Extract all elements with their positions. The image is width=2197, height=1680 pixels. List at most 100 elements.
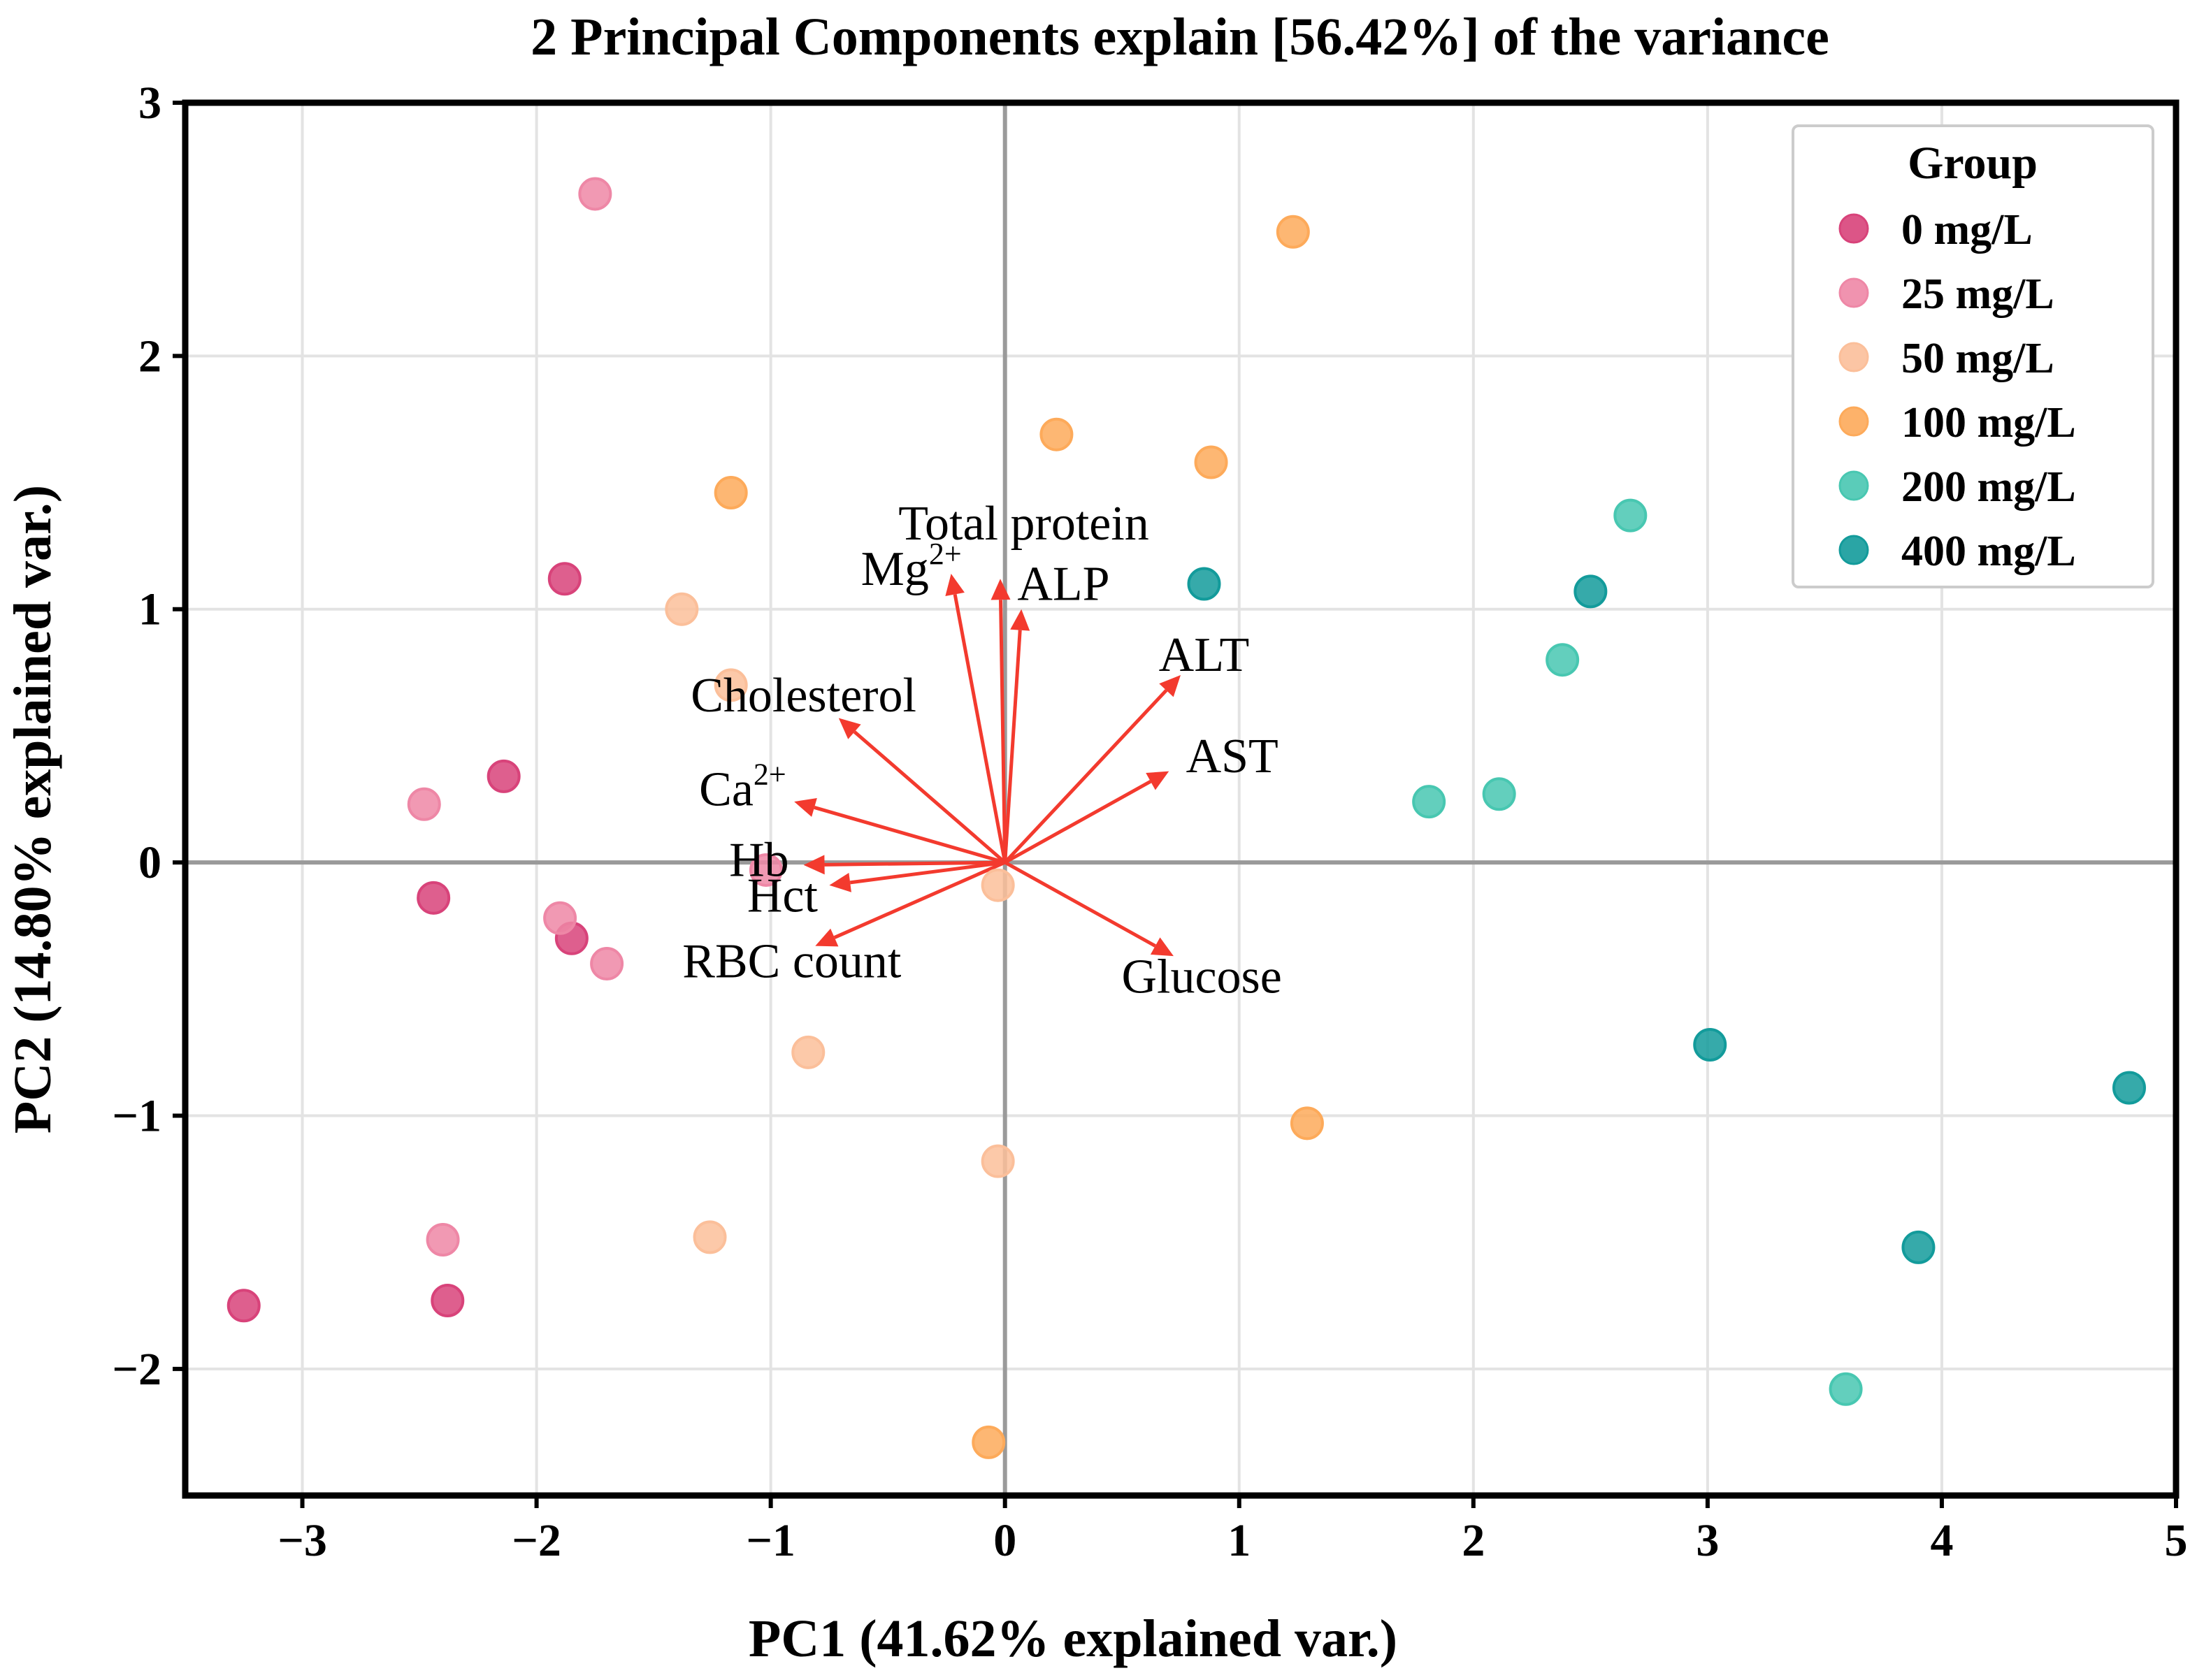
loading-label-text: Hct — [747, 869, 819, 923]
data-point-series-4 — [1829, 1372, 1863, 1406]
data-point-series-4 — [1613, 498, 1648, 533]
loading-arrow-head — [991, 579, 1011, 600]
loading-label: Ca2+ — [699, 757, 786, 816]
data-point-series-3 — [1039, 417, 1074, 451]
loading-label: Mg2+ — [861, 537, 962, 596]
loading-label: RBC count — [682, 935, 902, 989]
data-point-series-2 — [693, 1220, 727, 1254]
data-point-series-3 — [1194, 445, 1228, 479]
loading-arrow-head — [1159, 674, 1181, 697]
data-point-series-3 — [972, 1425, 1006, 1459]
loading-arrow-shaft — [853, 730, 1007, 864]
x-tick-label: −3 — [278, 1515, 327, 1566]
loading-arrow-shaft — [953, 594, 1007, 863]
loading-labels: Total proteinMg2+ALPALTCholesterolASTCa2… — [682, 497, 1282, 1004]
legend-marker — [1838, 277, 1869, 308]
loading-arrow-shaft — [1003, 630, 1022, 863]
loading-arrow-shaft — [849, 860, 1006, 885]
loading-label-text: Ca — [699, 762, 754, 816]
legend-label: 400 mg/L — [1901, 528, 2076, 575]
loading-arrow-shaft — [824, 860, 1005, 867]
data-point-series-2 — [981, 1144, 1015, 1178]
data-point-series-4 — [1546, 643, 1580, 677]
legend-marker — [1838, 213, 1869, 244]
data-point-series-3 — [714, 476, 748, 510]
x-tick-label: 4 — [1930, 1515, 1953, 1566]
x-axis-ticks: −3 −2 −1 0 1 2 3 4 5 — [278, 1496, 2188, 1566]
loading-label: Hct — [747, 869, 819, 923]
legend-items: 0 mg/L 25 mg/L 50 mg/L 100 mg/L 200 mg/L 400 … — [1838, 206, 2076, 575]
loading-arrow-head — [803, 855, 825, 875]
loading-arrow-head — [1010, 609, 1030, 631]
data-point-series-5 — [1187, 567, 1221, 601]
x-tick-label: 1 — [1227, 1515, 1251, 1566]
y-axis-label: PC2 (14.80% explained var.) — [3, 485, 62, 1134]
y-tick-label: 1 — [138, 584, 161, 635]
chart-title: 2 Principal Components explain [56.42%] … — [531, 8, 1829, 66]
loading-label: ALT — [1159, 628, 1250, 682]
legend-marker — [1838, 470, 1869, 501]
data-point-series-2 — [981, 868, 1015, 902]
loading-label-superscript: 2+ — [754, 757, 786, 791]
y-tick-label: 0 — [138, 837, 161, 888]
data-point-series-0 — [487, 759, 521, 793]
loading-arrow-head — [945, 573, 965, 597]
loading-arrow-head — [829, 872, 851, 892]
legend-label: 200 mg/L — [1901, 463, 2076, 511]
legend-label: 100 mg/L — [1901, 399, 2076, 447]
loading-arrow-head — [794, 797, 817, 817]
data-point-series-5 — [1693, 1027, 1727, 1062]
data-point-series-0 — [417, 881, 451, 915]
x-tick-label: 3 — [1696, 1515, 1719, 1566]
y-tick-label: −1 — [112, 1090, 161, 1141]
legend: Group 0 mg/L 25 mg/L 50 mg/L 100 mg/L 200 mg… — [1792, 124, 2154, 588]
data-point-series-5 — [1573, 574, 1608, 609]
data-point-series-1 — [407, 787, 441, 821]
x-tick-label: 5 — [2165, 1515, 2188, 1566]
data-point-series-4 — [1412, 785, 1446, 819]
data-point-series-5 — [2112, 1071, 2146, 1105]
loading-label: Glucose — [1121, 950, 1281, 1004]
loading-arrow-shaft — [1004, 860, 1156, 948]
data-point-series-4 — [1482, 777, 1516, 811]
loading-label-text: Glucose — [1121, 950, 1281, 1004]
loading-label: Total protein — [898, 497, 1149, 551]
loading-label-text: Cholesterol — [691, 669, 916, 723]
y-tick-label: 2 — [138, 331, 161, 382]
loading-label: Hb — [729, 834, 789, 888]
loading-label: ALP — [1017, 558, 1109, 611]
y-tick-label: −2 — [112, 1344, 161, 1395]
plot-frame — [182, 99, 2180, 1499]
data-point-series-0 — [226, 1289, 261, 1323]
loading-vectors — [794, 573, 1181, 957]
x-axis-label: PC1 (41.62% explained var.) — [749, 1609, 1397, 1668]
legend-label: 50 mg/L — [1901, 335, 2054, 382]
loading-label-text: RBC count — [682, 935, 902, 989]
loading-label-text: ALT — [1159, 628, 1250, 682]
legend-marker — [1838, 406, 1869, 437]
data-point-series-1 — [543, 901, 577, 935]
legend-label: 0 mg/L — [1901, 206, 2033, 254]
data-point-series-2 — [791, 1035, 826, 1069]
data-point-series-3 — [1290, 1106, 1324, 1140]
x-tick-label: −2 — [512, 1515, 561, 1566]
legend-marker — [1838, 342, 1869, 372]
loading-label: AST — [1186, 730, 1278, 783]
x-tick-label: −1 — [746, 1515, 795, 1566]
y-tick-label: 3 — [138, 78, 161, 129]
loading-arrow-shaft — [833, 860, 1006, 939]
loading-arrow-shaft — [999, 600, 1007, 863]
data-point-series-0 — [547, 562, 582, 596]
x-tick-label: 2 — [1462, 1515, 1485, 1566]
loading-arrow-head — [1150, 937, 1174, 957]
loading-label-superscript: 2+ — [929, 537, 962, 571]
loading-arrow-head — [838, 718, 861, 739]
x-tick-label: 0 — [993, 1515, 1016, 1566]
data-point-series-1 — [578, 177, 612, 211]
data-point-series-5 — [1901, 1230, 1936, 1264]
loading-label: Cholesterol — [691, 669, 916, 723]
data-point-series-1 — [426, 1223, 460, 1257]
loading-arrow-shaft — [1003, 689, 1168, 864]
loading-arrow-shaft — [1004, 780, 1152, 864]
